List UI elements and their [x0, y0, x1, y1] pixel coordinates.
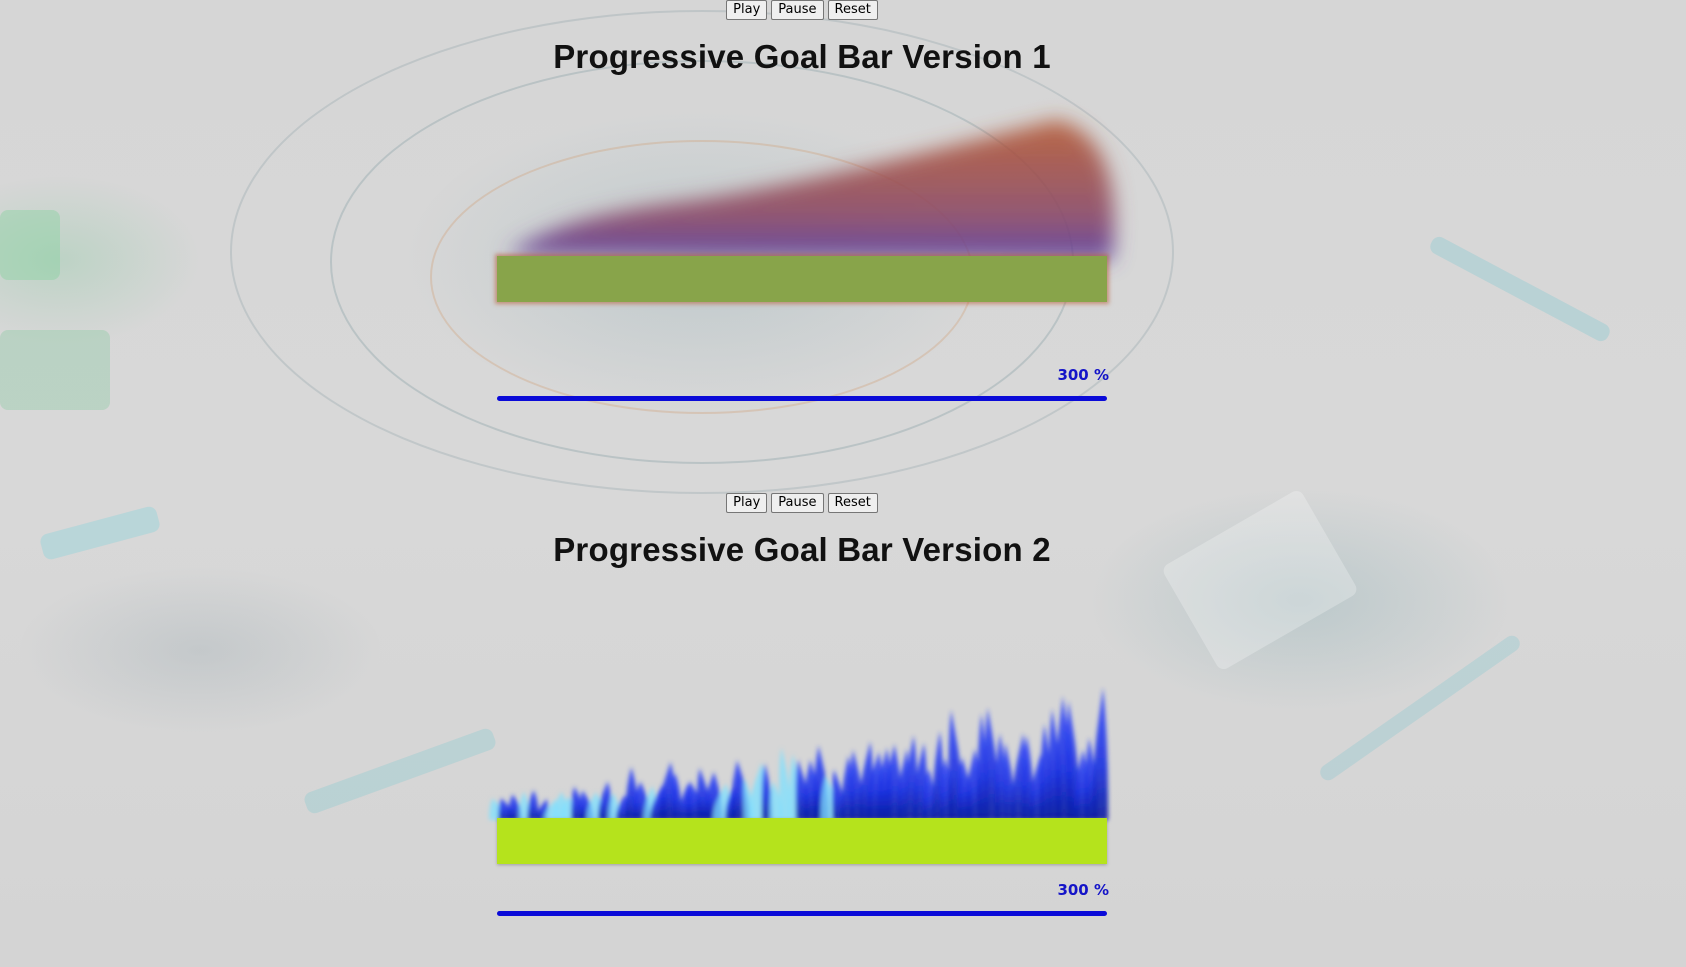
pause-button[interactable]: Pause — [771, 0, 824, 20]
background-ring — [230, 10, 1174, 494]
background-glow — [1160, 488, 1360, 672]
reset-button[interactable]: Reset — [827, 0, 878, 20]
playback-controls: Play Pause Reset — [0, 0, 1604, 20]
percent-label: 300 % — [1057, 881, 1109, 899]
pause-button[interactable]: Pause — [771, 493, 824, 513]
playback-controls: Play Pause Reset — [0, 493, 1604, 513]
play-button[interactable]: Play — [726, 0, 768, 20]
section-title: Progressive Goal Bar Version 1 — [553, 38, 1051, 75]
play-button[interactable]: Play — [726, 493, 768, 513]
flame-tongue — [518, 791, 530, 820]
smoke-flame-effect — [507, 120, 1115, 260]
flame-tongue — [779, 747, 791, 820]
background-glow — [1317, 632, 1523, 784]
percent-label: 300 % — [1057, 366, 1109, 384]
reset-button[interactable]: Reset — [827, 493, 878, 513]
background-glow — [0, 210, 60, 280]
blue-flame-effect — [489, 687, 1109, 820]
goal-bar-fill — [497, 818, 1107, 864]
progress-line — [497, 396, 1107, 401]
flame-tongue — [994, 733, 1008, 820]
progress-line — [497, 911, 1107, 916]
flame-tongue — [507, 794, 523, 820]
background-glow — [302, 726, 498, 816]
flame-tongue — [527, 790, 539, 820]
goal-bar-fill — [497, 256, 1107, 302]
background-glow — [0, 330, 110, 410]
flame-tongue — [671, 772, 683, 820]
flame-tongue — [1091, 687, 1109, 820]
section-title: Progressive Goal Bar Version 2 — [553, 531, 1051, 568]
background-glow — [1427, 234, 1613, 344]
